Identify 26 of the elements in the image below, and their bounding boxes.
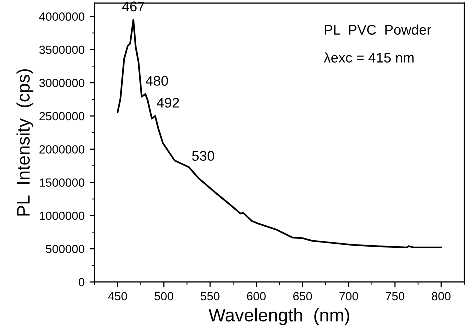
annotation: 467 [122, 2, 145, 12]
y-tick-label: 4000000 [39, 12, 85, 22]
y-tick-label: 2500000 [40, 112, 85, 121]
x-tick-label: 800 [432, 292, 451, 301]
x-tick-label: 700 [340, 292, 358, 301]
x-tick-label: 750 [386, 292, 405, 301]
x-tick-label: 550 [200, 292, 220, 301]
x-axis-title: Wavelength (nm) [208, 308, 350, 326]
x-tick-label: 650 [294, 292, 312, 301]
annotation: 480 [146, 76, 168, 86]
y-tick-label: 1500000 [40, 178, 85, 188]
annotation: 492 [157, 98, 180, 108]
annotation: PL PVC Powder [325, 24, 432, 35]
x-tick-label: 450 [108, 292, 128, 301]
annotation: λexc = 415 nm [324, 52, 414, 63]
x-tick-label: 500 [154, 292, 174, 301]
annotation: 530 [192, 151, 214, 162]
y-tick-label: 3000000 [40, 79, 85, 88]
line-series [117, 19, 442, 249]
y-tick-label: 0 [78, 278, 85, 287]
y-tick-label: 500000 [46, 245, 85, 254]
y-tick-label: 1000000 [40, 212, 85, 220]
y-axis-title: PL Intensity (cps) [16, 69, 34, 216]
y-tick-label: 2000000 [40, 145, 85, 154]
y-tick-label: 3500000 [40, 46, 85, 54]
x-tick-label: 600 [247, 292, 266, 301]
